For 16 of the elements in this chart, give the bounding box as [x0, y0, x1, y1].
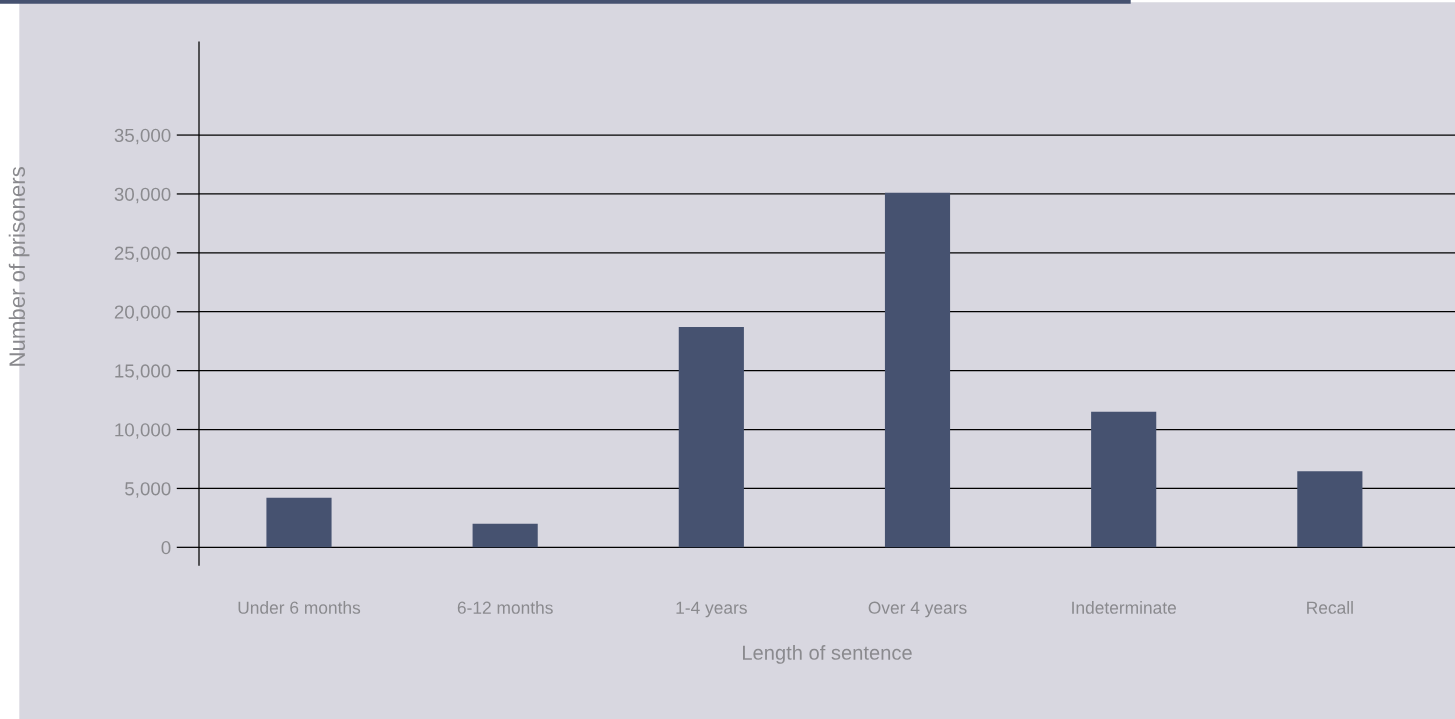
y-tick-label: 25,000 — [114, 246, 171, 263]
x-tick-label: Indeterminate — [1072, 601, 1176, 614]
x-tick-label: Recall — [1307, 601, 1353, 614]
y-axis-title: Number of prisoners — [8, 167, 30, 366]
x-axis-title: Length of sentence — [743, 645, 912, 664]
y-tick-label: 30,000 — [114, 187, 171, 204]
y-tick-label: 35,000 — [114, 128, 171, 145]
y-tick-label: 20,000 — [114, 305, 171, 321]
y-tick-label: 10,000 — [115, 423, 171, 439]
y-tick-label: 15,000 — [115, 364, 171, 380]
x-tick-label: 6-12 months — [457, 601, 553, 614]
y-tick-label: 0 — [161, 541, 171, 555]
x-tick-label: Over 4 years — [868, 601, 967, 618]
x-tick-label: 1-4 years — [676, 601, 747, 618]
y-tick-label: 5,000 — [125, 482, 171, 498]
x-tick-label: Under 6 months — [238, 601, 361, 614]
